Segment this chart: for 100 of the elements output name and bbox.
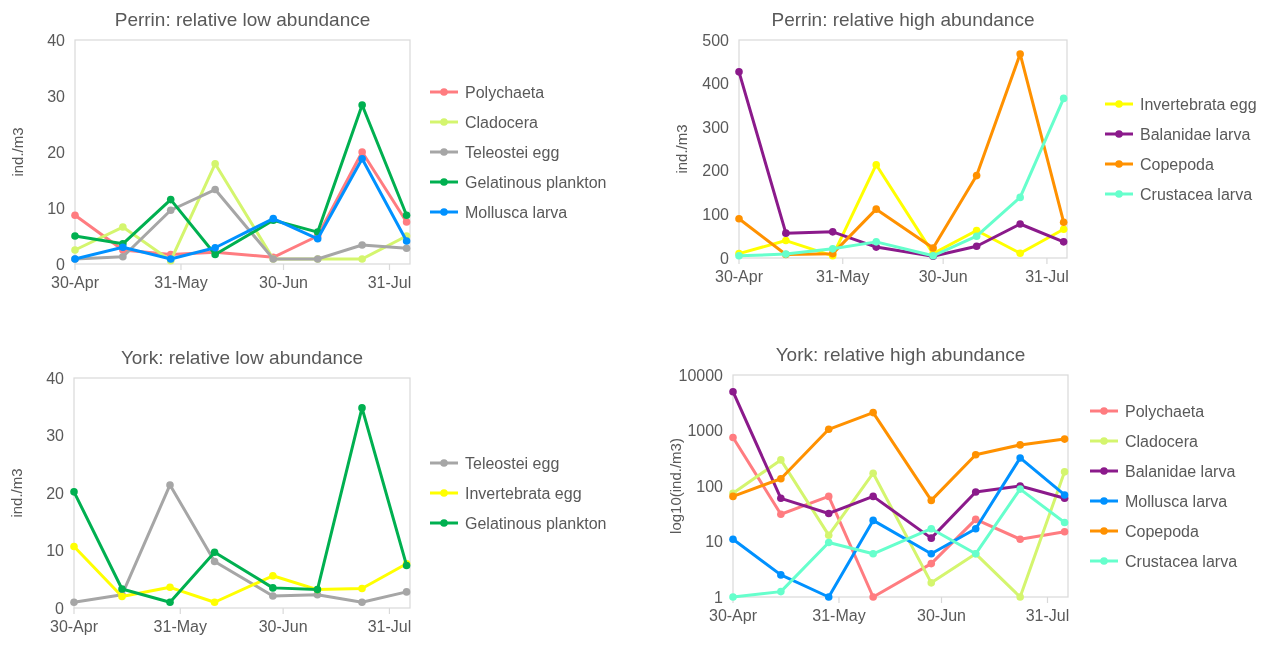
y-tick-label: 100: [702, 206, 730, 223]
point: [70, 488, 78, 496]
point: [358, 101, 366, 109]
x-tick-label: 30-Apr: [714, 268, 764, 285]
x-tick-label: 31-Jul: [367, 274, 412, 291]
x-tick-label: 30-Jun: [918, 268, 968, 285]
chart-title: York: relative high abundance: [775, 344, 1026, 365]
point: [729, 433, 737, 442]
point: [869, 550, 877, 558]
point: [828, 228, 837, 236]
y-tick-label: 0: [55, 599, 65, 617]
point: [269, 584, 277, 592]
x-tick-label: 31-May: [154, 274, 208, 291]
x-tick-label: 31-May: [153, 618, 207, 635]
legend-label: Balanidae larva: [1140, 125, 1251, 143]
point: [869, 408, 877, 417]
y-tick-label: 10: [46, 542, 65, 560]
point: [869, 593, 877, 601]
x-tick-label: 30-Apr: [49, 618, 99, 635]
point: [824, 531, 833, 539]
point: [1060, 435, 1069, 443]
y-tick-label: 20: [47, 143, 66, 161]
point: [1016, 220, 1024, 228]
point: [70, 542, 78, 551]
x-tick-label: 31-Jul: [1025, 268, 1069, 285]
legend-label: Invertebrata egg: [465, 484, 582, 502]
y-tick-label: 30: [47, 87, 66, 105]
point: [972, 242, 981, 251]
y-axis-title: ind./m3: [9, 127, 26, 177]
x-tick-label: 30-Apr: [50, 274, 100, 291]
point: [71, 211, 79, 220]
y-tick-label: 20: [46, 484, 65, 502]
y-tick-label: 10000: [678, 366, 724, 384]
y-axis-title: ind./m3: [673, 124, 690, 174]
y-axis-title: ind./m3: [8, 468, 25, 518]
y-tick-label: 0: [56, 255, 66, 273]
point: [777, 474, 785, 483]
point: [777, 587, 785, 596]
y-tick-label: 40: [46, 369, 65, 387]
point: [402, 218, 411, 226]
point: [1059, 238, 1068, 246]
legend-label: Crustacea larva: [1125, 552, 1238, 570]
legend-label: Teleostei egg: [465, 143, 560, 161]
point: [358, 598, 366, 607]
legend-label: Polychaeta: [465, 83, 545, 101]
legend-label: Mollusca larva: [465, 203, 568, 221]
point: [358, 154, 366, 163]
point: [869, 469, 877, 478]
point: [1016, 593, 1024, 601]
point: [828, 245, 837, 253]
legend-label: Gelatinous plankton: [465, 514, 607, 532]
legend-label: Mollusca larva: [1125, 492, 1228, 510]
point: [735, 214, 743, 223]
x-tick-label: 31-Jul: [1025, 607, 1070, 624]
point: [1060, 527, 1069, 536]
point: [166, 598, 174, 607]
point: [1016, 50, 1024, 58]
point: [210, 598, 219, 607]
point: [402, 244, 411, 253]
y-tick-label: 100: [696, 477, 724, 495]
point: [70, 598, 78, 607]
legend-label: Copepoda: [1140, 155, 1214, 173]
point: [166, 206, 175, 215]
point: [972, 171, 981, 180]
x-tick-label: 30-Jun: [917, 607, 966, 624]
point: [971, 515, 980, 524]
point: [166, 481, 174, 489]
point: [358, 148, 366, 156]
legend-label: Cladocera: [465, 113, 539, 131]
point: [119, 223, 127, 231]
point: [1016, 535, 1024, 543]
point: [824, 593, 833, 601]
point: [1016, 454, 1024, 462]
point: [211, 159, 219, 168]
point: [402, 237, 411, 245]
y-tick-label: 400: [702, 75, 730, 93]
legend-label: Crustacea larva: [1140, 185, 1253, 203]
point: [872, 205, 881, 213]
point: [927, 579, 936, 587]
point: [735, 68, 743, 76]
point: [872, 238, 881, 246]
y-tick-label: 1000: [687, 422, 724, 440]
point: [358, 255, 366, 263]
point: [71, 246, 79, 254]
point: [972, 232, 981, 240]
x-tick-label: 31-May: [812, 607, 866, 624]
point: [927, 496, 936, 505]
point: [358, 584, 366, 593]
point: [869, 516, 877, 525]
x-tick-label: 31-May: [816, 268, 870, 285]
point: [869, 492, 877, 501]
point: [872, 160, 881, 169]
x-tick-label: 30-Jun: [259, 274, 308, 291]
point: [1016, 441, 1024, 449]
y-tick-label: 200: [702, 162, 730, 180]
y-tick-label: 300: [702, 118, 730, 136]
legend-label: Gelatinous plankton: [465, 173, 607, 191]
legend-label: Balanidae larva: [1125, 462, 1236, 480]
point: [824, 509, 833, 518]
y-tick-label: 40: [47, 31, 66, 49]
